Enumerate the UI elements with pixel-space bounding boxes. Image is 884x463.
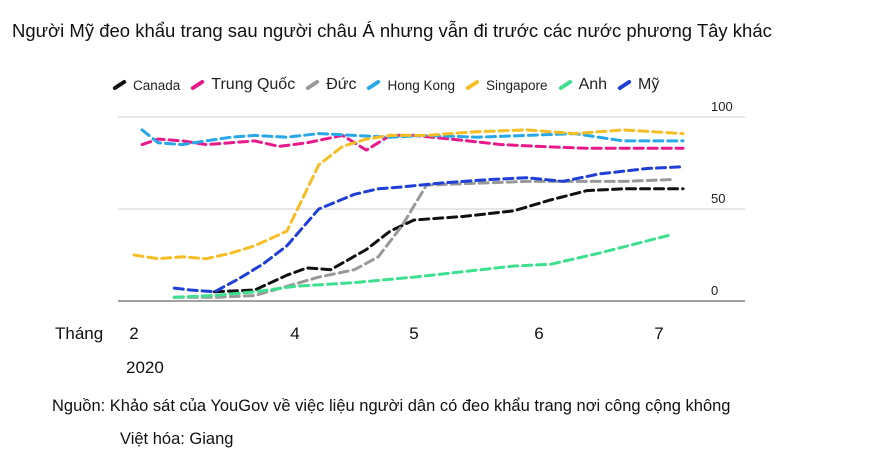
series-line-anh <box>172 233 673 299</box>
source-note: Nguồn: Khảo sát của YouGov về việc liệu … <box>52 397 731 415</box>
series-line-mỹ <box>172 165 685 294</box>
legend-label: Mỹ <box>638 76 660 93</box>
x-tick-label: 6 <box>534 324 543 343</box>
chart-legend: Canada Trung Quốc Đức Hong Kong Singapore Anh… <box>112 76 669 94</box>
y-tick-label: 0 <box>711 283 718 298</box>
x-tick-label: 4 <box>290 324 299 343</box>
legend-item: Mỹ <box>617 76 659 94</box>
series-line-đức <box>172 178 673 299</box>
year-label: 2020 <box>126 358 164 377</box>
series-line-hong-kong <box>140 128 685 147</box>
translation-credit: Việt hóa: Giang <box>120 430 234 448</box>
y-tick-label: 100 <box>711 99 733 114</box>
x-tick-label: 2 <box>129 324 138 343</box>
legend-item: Singapore <box>465 78 548 93</box>
y-tick-label: 50 <box>711 191 725 206</box>
legend-label: Đức <box>326 76 357 93</box>
x-tick-label: 5 <box>409 324 418 343</box>
legend-label: Anh <box>578 76 608 93</box>
legend-item: Anh <box>557 76 608 94</box>
series-line-singapore <box>132 128 685 261</box>
legend-item: Trung Quốc <box>190 76 295 94</box>
legend-label: Hong Kong <box>387 77 456 93</box>
x-tick-label: 7 <box>654 324 663 343</box>
legend-item: Hong Kong <box>366 78 455 93</box>
legend-label: Singapore <box>486 77 548 93</box>
x-axis-label: Tháng <box>55 324 103 343</box>
legend-label: Canada <box>133 77 181 93</box>
chart-title: Người Mỹ đeo khẩu trang sau người châu Á… <box>12 20 772 41</box>
legend-item: Canada <box>112 78 180 93</box>
series-line-canada <box>213 187 685 294</box>
legend-item: Đức <box>305 76 356 94</box>
legend-label: Trung Quốc <box>211 76 296 93</box>
